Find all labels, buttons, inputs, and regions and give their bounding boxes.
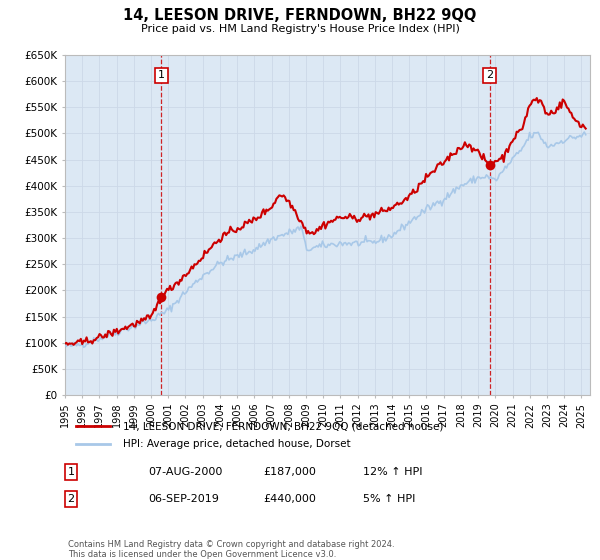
Text: £187,000: £187,000 (263, 467, 316, 477)
Text: 1: 1 (158, 71, 165, 81)
Text: 14, LEESON DRIVE, FERNDOWN, BH22 9QQ: 14, LEESON DRIVE, FERNDOWN, BH22 9QQ (124, 8, 476, 24)
Text: 12% ↑ HPI: 12% ↑ HPI (363, 467, 422, 477)
Text: 5% ↑ HPI: 5% ↑ HPI (363, 494, 415, 504)
Text: 06-SEP-2019: 06-SEP-2019 (148, 494, 219, 504)
Text: £440,000: £440,000 (263, 494, 316, 504)
Text: 14, LEESON DRIVE, FERNDOWN, BH22 9QQ (detached house): 14, LEESON DRIVE, FERNDOWN, BH22 9QQ (de… (123, 421, 443, 431)
Text: 2: 2 (67, 494, 74, 504)
Text: 2: 2 (486, 71, 493, 81)
Text: Contains HM Land Registry data © Crown copyright and database right 2024.
This d: Contains HM Land Registry data © Crown c… (68, 540, 395, 559)
Text: HPI: Average price, detached house, Dorset: HPI: Average price, detached house, Dors… (123, 439, 351, 449)
Text: 07-AUG-2000: 07-AUG-2000 (148, 467, 223, 477)
Text: Price paid vs. HM Land Registry's House Price Index (HPI): Price paid vs. HM Land Registry's House … (140, 24, 460, 34)
Text: 1: 1 (67, 467, 74, 477)
